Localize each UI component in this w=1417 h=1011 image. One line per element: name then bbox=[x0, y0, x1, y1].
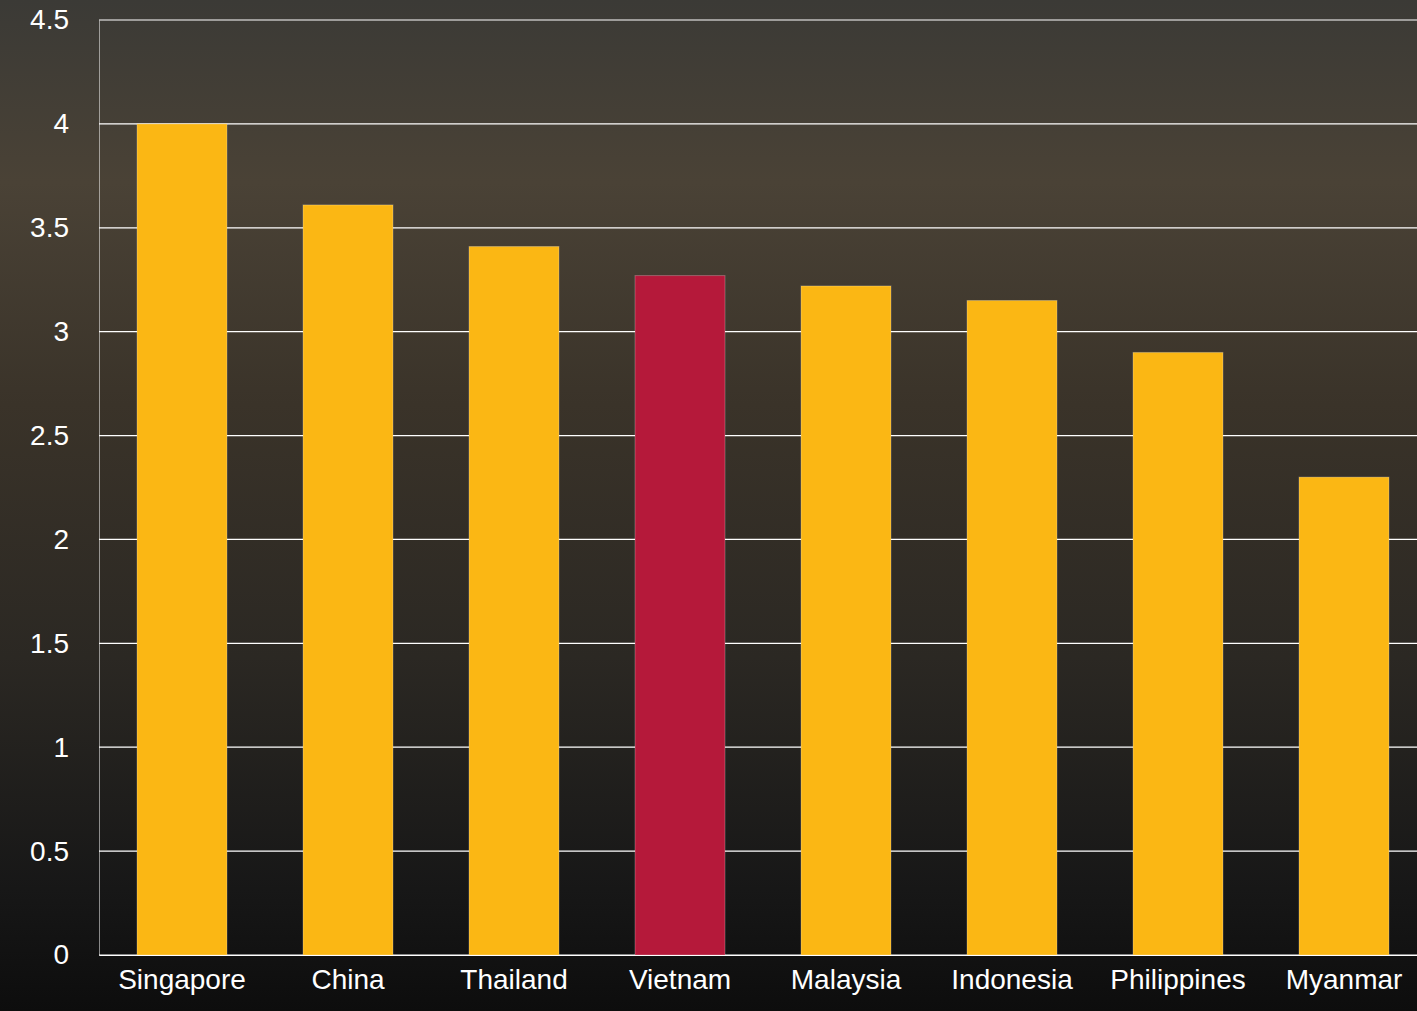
x-tick: Indonesia bbox=[951, 955, 1073, 995]
x-tick: Thailand bbox=[460, 955, 567, 995]
bars bbox=[137, 124, 1389, 955]
y-tick: 4.5 bbox=[30, 4, 99, 35]
y-tick-label: 0 bbox=[53, 939, 69, 970]
bar bbox=[635, 276, 725, 955]
y-tick-label: 0.5 bbox=[30, 836, 69, 867]
y-tick: 3 bbox=[53, 316, 99, 347]
y-tick: 1 bbox=[53, 732, 99, 763]
x-tick: Malaysia bbox=[791, 955, 902, 995]
x-tick: Philippines bbox=[1110, 955, 1245, 995]
grid-line bbox=[99, 19, 1417, 20]
y-tick-label: 3.5 bbox=[30, 212, 69, 243]
bar bbox=[303, 205, 393, 955]
y-axis-line bbox=[99, 21, 100, 956]
y-tick-label: 2.5 bbox=[30, 420, 69, 451]
bar bbox=[801, 286, 891, 955]
x-tick-label: Philippines bbox=[1110, 964, 1245, 995]
y-tick: 0 bbox=[53, 939, 99, 970]
y-tick-label: 1 bbox=[53, 732, 69, 763]
x-tick-label: Thailand bbox=[460, 964, 567, 995]
x-axis-line bbox=[100, 955, 1417, 956]
x-tick: China bbox=[311, 955, 385, 995]
x-tick-label: Myanmar bbox=[1286, 964, 1403, 995]
grid-line bbox=[99, 123, 1417, 124]
grid-line bbox=[99, 227, 1417, 228]
y-tick-label: 4.5 bbox=[30, 4, 69, 35]
x-tick-label: Malaysia bbox=[791, 964, 902, 995]
x-tick-label: Indonesia bbox=[951, 964, 1073, 995]
x-axis: Singapore China Thailand Vietnam Malaysia Ind… bbox=[100, 955, 1417, 995]
y-axis: 0 0.5 1 1.5 2 2.5 3 3.5 4 4.5 bbox=[30, 4, 99, 970]
x-tick: Singapore bbox=[118, 955, 246, 995]
bar bbox=[967, 301, 1057, 956]
bar bbox=[1133, 352, 1223, 955]
grid bbox=[99, 20, 1417, 955]
plot: 0 0.5 1 1.5 2 2.5 3 3.5 4 4.5 Singapore China Thaila… bbox=[30, 4, 1417, 994]
y-tick-label: 1.5 bbox=[30, 628, 69, 659]
bar bbox=[137, 124, 227, 955]
y-tick: 4 bbox=[53, 108, 99, 139]
y-tick: 0.5 bbox=[30, 836, 99, 867]
bar bbox=[469, 246, 559, 955]
chart: 0 0.5 1 1.5 2 2.5 3 3.5 4 4.5 Singapore China Thaila… bbox=[0, 0, 1417, 1011]
x-tick: Vietnam bbox=[629, 955, 731, 995]
x-tick-label: Vietnam bbox=[629, 964, 731, 995]
x-tick: Myanmar bbox=[1286, 955, 1403, 995]
y-tick: 2.5 bbox=[30, 420, 99, 451]
bar bbox=[1299, 477, 1389, 955]
y-tick: 3.5 bbox=[30, 212, 99, 243]
y-tick: 1.5 bbox=[30, 628, 99, 659]
grid-line bbox=[99, 331, 1417, 332]
x-tick-label: China bbox=[311, 964, 385, 995]
y-tick: 2 bbox=[53, 524, 99, 555]
y-tick-label: 4 bbox=[53, 108, 69, 139]
x-tick-label: Singapore bbox=[118, 964, 246, 995]
y-tick-label: 2 bbox=[53, 524, 69, 555]
y-tick-label: 3 bbox=[53, 316, 69, 347]
